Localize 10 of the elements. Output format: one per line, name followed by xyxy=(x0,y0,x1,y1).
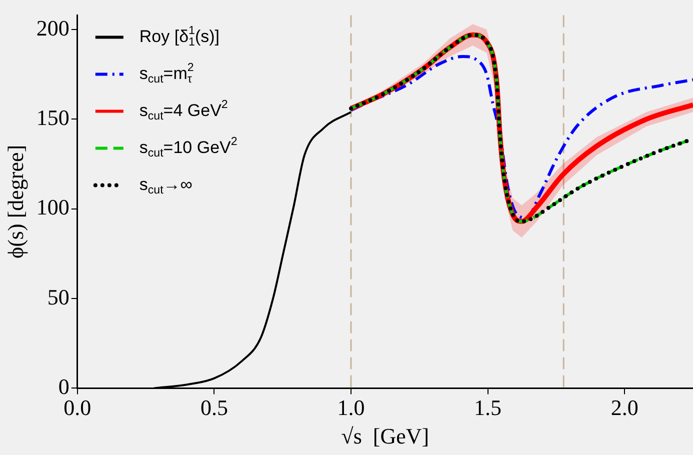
y-tick-label: 150 xyxy=(36,104,70,130)
x-tick-label: 1.0 xyxy=(337,395,365,420)
x-tick-label: 1.5 xyxy=(474,395,502,420)
x-axis-title: √s [GeV] xyxy=(341,424,430,449)
x-tick-label: 0.5 xyxy=(200,395,228,420)
y-axis-title: ϕ(s) [degree] xyxy=(2,144,28,258)
y-tick-label: 200 xyxy=(36,15,70,40)
x-tick-label: 2.0 xyxy=(610,395,638,420)
y-tick-label: 50 xyxy=(47,284,70,310)
y-tick-label: 100 xyxy=(36,194,70,220)
